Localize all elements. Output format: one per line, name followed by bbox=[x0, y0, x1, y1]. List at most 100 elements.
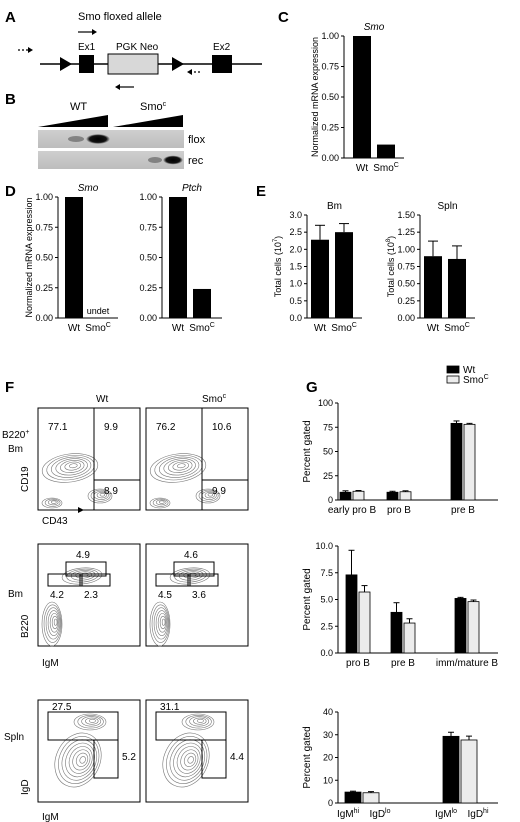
flow-plot-row3-wt-frame bbox=[37, 699, 141, 803]
contour-line bbox=[65, 742, 95, 778]
bar-D2-1 bbox=[193, 288, 211, 318]
gate-value-2: 4.4 bbox=[230, 752, 244, 763]
flow-plot-row1-smo: 76.2 10.6 9.9 bbox=[145, 407, 249, 511]
tick-label-G1-3: 75 bbox=[323, 422, 333, 432]
contour-line bbox=[155, 610, 168, 636]
tick-label-G3-1: 10 bbox=[323, 775, 333, 785]
tick-label-C-1: 0.25 bbox=[321, 123, 339, 133]
contour-line bbox=[55, 458, 88, 476]
gel-flox-strip bbox=[38, 130, 184, 148]
category-label-G2-0: pro B bbox=[346, 658, 370, 669]
contour-line bbox=[149, 497, 171, 509]
tick-label-D1-3: 0.75 bbox=[35, 222, 53, 232]
tick-label-E2-0: 0.00 bbox=[397, 313, 415, 323]
category-label-G1-2: pre B bbox=[451, 505, 475, 516]
y-label-E1: Total cells (107) bbox=[273, 236, 283, 297]
bar-C-1 bbox=[377, 144, 395, 158]
bar-G1-0-1 bbox=[386, 491, 399, 501]
tick-label-E2-4: 1.00 bbox=[397, 244, 415, 254]
pgk-neo-label: PGK Neo bbox=[116, 42, 159, 53]
exon2-box bbox=[212, 55, 232, 73]
bar-G2-0-2 bbox=[454, 598, 467, 654]
tick-label-G3-0: 0 bbox=[328, 798, 333, 808]
contour-line bbox=[47, 499, 59, 506]
flow-row1-label: B220+ bbox=[2, 429, 29, 441]
contour-line bbox=[159, 500, 165, 504]
tick-label-E2-1: 0.25 bbox=[397, 296, 415, 306]
gate-box-1 bbox=[65, 561, 107, 577]
tick-label-D1-4: 1.00 bbox=[35, 192, 53, 202]
flow-x-cd43: CD43 bbox=[42, 516, 68, 527]
flow-x-igm-2: IgM bbox=[42, 812, 59, 822]
chart-c: 0.00 0.25 0.50 0.75 1.00 Smo Normalized mRNA e… bbox=[310, 22, 404, 174]
contour-line bbox=[178, 570, 204, 581]
gate-value-1: 27.5 bbox=[52, 702, 72, 713]
category-label-E1-1: SmoC bbox=[331, 322, 357, 334]
gate-value-1: 4.9 bbox=[76, 550, 90, 561]
chart-title-E2: Spln bbox=[437, 201, 457, 212]
contour-line bbox=[183, 571, 200, 579]
exon1-box bbox=[79, 55, 94, 73]
contour-line bbox=[207, 493, 214, 497]
flow-plot-row2-smo: 4.6 4.5 3.6 bbox=[145, 543, 249, 647]
y-label-D1: Normalized mRNA expression bbox=[24, 197, 34, 317]
contour-line bbox=[72, 749, 91, 771]
tick-label-G3-2: 20 bbox=[323, 753, 333, 763]
chart-title-D2: Ptch bbox=[182, 183, 202, 194]
panel-label-g: G bbox=[306, 379, 318, 396]
y-label-G3: Percent gated bbox=[302, 726, 313, 788]
category-label-D1-0: Wt bbox=[68, 323, 80, 334]
tick-label-C-4: 1.00 bbox=[321, 31, 339, 41]
contour-line bbox=[79, 756, 86, 764]
contour-line bbox=[49, 613, 59, 633]
contour-line bbox=[159, 615, 167, 630]
contour-line bbox=[51, 615, 59, 630]
gate-box-2 bbox=[93, 739, 119, 779]
tick-label-D2-3: 0.75 bbox=[139, 222, 157, 232]
contour-line bbox=[81, 716, 102, 727]
tick-label-G2-0: 0.0 bbox=[320, 648, 333, 658]
legend-label-1: SmoC bbox=[463, 374, 489, 386]
gate-value-1: 4.6 bbox=[184, 550, 198, 561]
flow-plot-row3-smo-frame bbox=[145, 699, 249, 803]
category-label-D2-0: Wt bbox=[172, 323, 184, 334]
bar-G1-1-0 bbox=[352, 490, 365, 501]
bar-G2-1-1 bbox=[403, 622, 416, 654]
bar-E2-0 bbox=[424, 256, 442, 318]
contour-line bbox=[68, 746, 93, 774]
gel-panel: WT Smoc flox rec bbox=[38, 101, 206, 169]
contour-line bbox=[59, 460, 85, 473]
category-label-E2-0: Wt bbox=[427, 323, 439, 334]
flow-plot-row2-wt: 4.9 4.2 2.3 bbox=[37, 543, 141, 647]
chart-title-D1: Smo bbox=[78, 183, 99, 194]
category-label-G1-0: early pro B bbox=[328, 505, 377, 516]
gate-box-2 bbox=[47, 573, 83, 587]
flow-plot-row1-smo-frame bbox=[145, 407, 249, 511]
tick-label-D2-2: 0.50 bbox=[139, 253, 157, 263]
flow-plot-row1-wt: 77.1 9.9 8.9 bbox=[37, 407, 141, 511]
tick-label-G1-1: 25 bbox=[323, 471, 333, 481]
chart-e1: 0.0 0.5 1.0 1.5 2.0 2.5 3.0 Bm Total cells (107)… bbox=[273, 201, 362, 334]
contour-line bbox=[87, 488, 113, 504]
y-label-G1: Percent gated bbox=[302, 420, 313, 482]
tick-label-G3-3: 30 bbox=[323, 730, 333, 740]
tick-label-G2-3: 7.5 bbox=[320, 568, 333, 578]
primer-arrow-1 bbox=[92, 29, 97, 35]
flow-plot-row2-wt-frame bbox=[37, 543, 141, 647]
category-label-E2-1: SmoC bbox=[444, 322, 470, 334]
category-label-G2-2: imm/mature B bbox=[436, 658, 499, 669]
tick-label-G1-2: 50 bbox=[323, 447, 333, 457]
contour-line bbox=[41, 497, 63, 509]
contour-line bbox=[149, 453, 207, 483]
bar-G1-1-2 bbox=[463, 423, 476, 501]
category-label-C-0: Wt bbox=[356, 163, 368, 174]
gate-box-3 bbox=[187, 573, 219, 587]
axis-arrowhead-x1 bbox=[78, 507, 84, 513]
bar-C-0 bbox=[353, 36, 371, 158]
chart-title-C: Smo bbox=[364, 22, 385, 33]
contour-line bbox=[58, 736, 100, 784]
contour-line bbox=[187, 756, 194, 764]
tick-label-D1-1: 0.25 bbox=[35, 283, 53, 293]
contour-line bbox=[163, 458, 196, 476]
gel-band-rec bbox=[163, 155, 183, 165]
